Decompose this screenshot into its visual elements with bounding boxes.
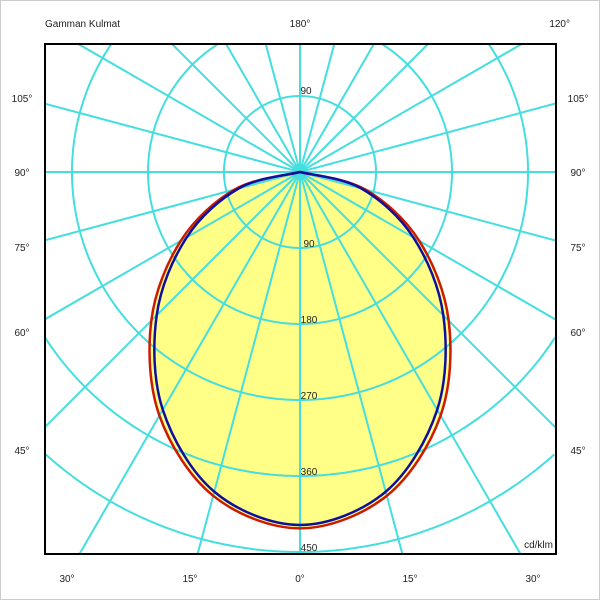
grid-radial-line: [299, 44, 336, 173]
angle-label-left: 75°: [14, 243, 29, 254]
ring-value-label-upper: 90: [300, 86, 312, 97]
angle-label-right: 105°: [568, 94, 589, 105]
unit-label: cd/klm: [524, 540, 553, 551]
grid-radial-line: [299, 44, 523, 173]
grid-ring: [71, 44, 529, 401]
angle-label-right: 45°: [570, 446, 585, 457]
ring-value-label: 360: [301, 467, 318, 478]
grid-radial-line: [196, 171, 301, 554]
grid-radial-line: [45, 102, 301, 173]
grid-radial-line: [45, 171, 301, 428]
angle-label-left: 90°: [14, 168, 29, 179]
grid-radial-line: [77, 44, 301, 173]
ring-value-label: 270: [301, 391, 318, 402]
grid-radial-line: [299, 102, 556, 173]
ring-value-label: 450: [301, 543, 318, 554]
grid-radial-line: [45, 171, 301, 242]
polar-grid: [45, 44, 556, 554]
grid-ring: [45, 453, 555, 553]
angle-label-bottom: 30°: [525, 574, 540, 585]
angle-label-left: 105°: [12, 94, 33, 105]
top-angle-label-right: 120°: [549, 19, 570, 30]
top-angle-label-center: 180°: [290, 19, 311, 30]
grid-radial-line: [299, 171, 522, 554]
ring-value-label: 180: [301, 315, 318, 326]
grid-radial-line: [299, 171, 556, 242]
angle-label-bottom: 15°: [182, 574, 197, 585]
angle-label-left: 60°: [14, 328, 29, 339]
ring-value-label: 90: [303, 239, 315, 250]
grid-radial-line: [299, 171, 556, 429]
grid-radial-line: [299, 171, 404, 554]
grid-ring: [147, 44, 453, 325]
angle-label-right: 60°: [570, 328, 585, 339]
grid-radial-line: [45, 171, 301, 321]
plot-frame: [44, 43, 557, 555]
diagram-title: Gamman Kulmat: [45, 19, 120, 30]
angle-label-right: 75°: [570, 243, 585, 254]
angle-label-bottom: 0°: [295, 574, 305, 585]
angle-label-right: 90°: [570, 168, 585, 179]
angle-label-bottom: 15°: [402, 574, 417, 585]
grid-radial-line: [171, 44, 301, 173]
grid-radial-line: [78, 171, 301, 554]
angle-label-left: 45°: [14, 446, 29, 457]
angle-label-bottom: 30°: [59, 574, 74, 585]
grid-radial-line: [299, 44, 375, 173]
grid-radial-line: [225, 44, 301, 173]
grid-radial-line: [264, 44, 301, 173]
grid-radial-line: [299, 171, 556, 321]
grid-ring: [45, 337, 556, 477]
intensity-curve-c90-c270: [153, 170, 447, 527]
grid-radial-line: [299, 44, 429, 173]
intensity-curve-c0-c180: [148, 170, 452, 530]
